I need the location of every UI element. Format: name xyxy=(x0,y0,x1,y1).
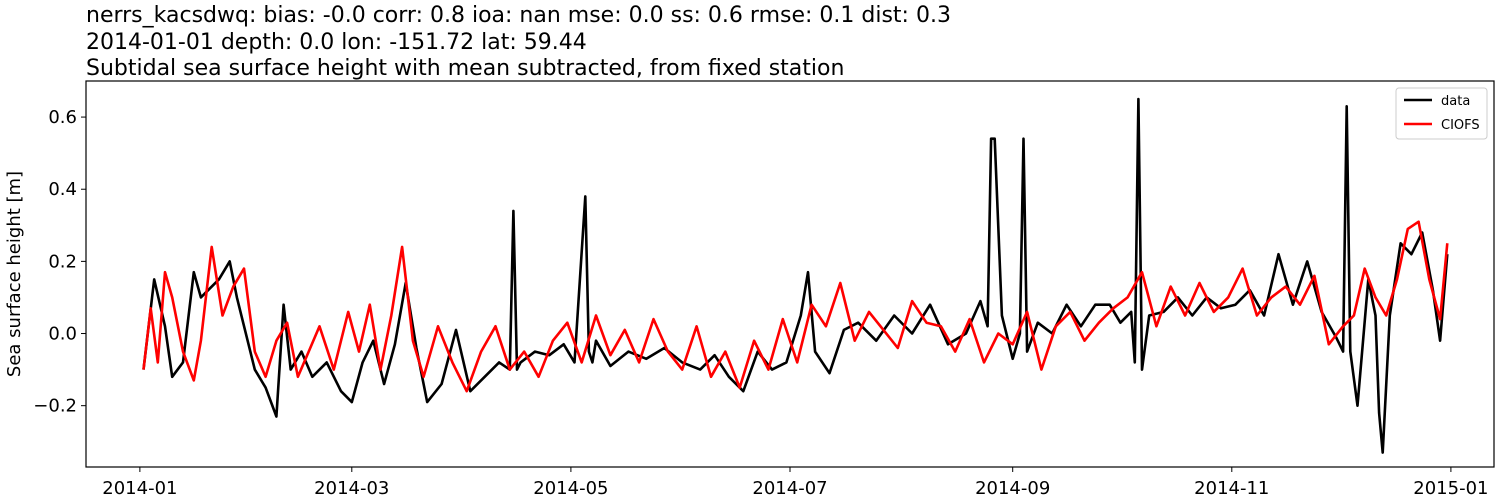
title-line-stats: nerrs_kacsdwq: bias: -0.0 corr: 0.8 ioa:… xyxy=(86,3,951,28)
y-tick-label: 0.2 xyxy=(48,251,77,272)
title-line-description: Subtidal sea surface height with mean su… xyxy=(86,56,844,81)
legend: data CIOFS xyxy=(1395,87,1488,140)
chart-title: nerrs_kacsdwq: bias: -0.0 corr: 0.8 ioa:… xyxy=(86,3,951,81)
y-tick-label: 0.6 xyxy=(48,107,77,128)
series-layer xyxy=(142,97,1449,454)
series-line-ciofs xyxy=(142,220,1449,393)
legend-label-ciofs: CIOFS xyxy=(1441,118,1480,133)
y-tick-label: −0.2 xyxy=(33,396,77,417)
title-line-station: 2014-01-01 depth: 0.0 lon: -151.72 lat: … xyxy=(86,30,587,55)
x-tick-label: 2014-05 xyxy=(533,478,608,499)
y-axis-label: Sea surface height [m] xyxy=(4,171,25,377)
x-tick-label: 2014-11 xyxy=(1194,478,1269,499)
x-tick-label: 2014-09 xyxy=(975,478,1050,499)
x-axis: 2014-01 2014-03 2014-05 2014-07 2014-09 2014-… xyxy=(102,467,1489,499)
x-tick-label: 2015-01 xyxy=(1413,478,1488,499)
y-axis: −0.2 0.0 0.2 0.4 0.6 xyxy=(33,107,86,417)
y-tick-label: 0.4 xyxy=(48,179,77,200)
x-tick-label: 2014-07 xyxy=(752,478,827,499)
x-tick-label: 2014-01 xyxy=(102,478,177,499)
x-tick-label: 2014-03 xyxy=(314,478,389,499)
series-line-data xyxy=(142,97,1449,454)
legend-label-data: data xyxy=(1441,94,1470,109)
y-tick-label: 0.0 xyxy=(48,324,77,345)
